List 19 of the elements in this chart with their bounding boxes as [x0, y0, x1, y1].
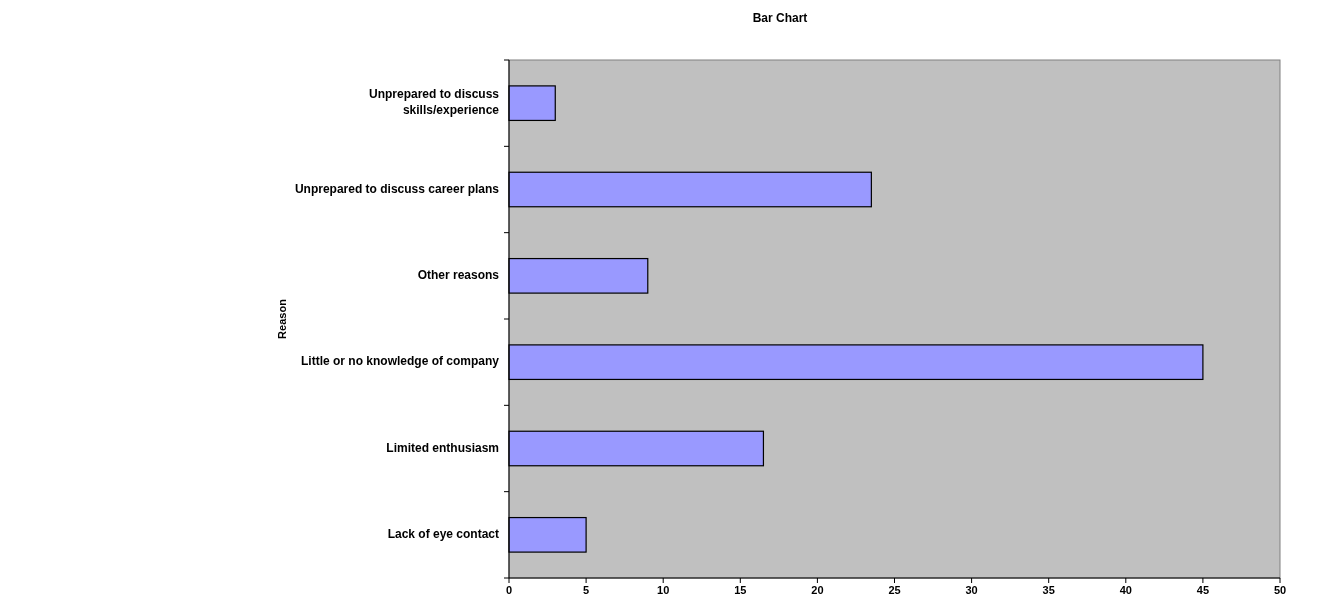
y-tick-label: Unprepared to discuss career plans [294, 181, 500, 196]
x-tick-label: 30 [965, 584, 978, 596]
x-tick-label: 45 [1196, 584, 1210, 596]
x-tick-label: 15 [734, 584, 747, 596]
x-tick-label: 50 [1273, 584, 1287, 596]
x-tick-label: 35 [1042, 584, 1055, 596]
x-tick-label: 20 [811, 584, 824, 596]
y-tick-label: Lack of eye contact [387, 527, 499, 542]
x-tick-label: 5 [583, 584, 590, 596]
chart-title: Bar Chart [752, 11, 808, 25]
y-tick-label: Limited enthusiasm [386, 440, 499, 455]
y-tick-label: Unprepared to discuss skills/experience [368, 87, 500, 118]
x-tick-label: 10 [657, 584, 670, 596]
y-tick-label: Other reasons [417, 268, 500, 283]
y-axis-title: Reason [276, 298, 288, 339]
x-tick-label: 40 [1119, 584, 1132, 596]
y-tick-label: Little or no knowledge of company [300, 354, 500, 369]
x-tick-label: 25 [888, 584, 901, 596]
x-tick-label: 0 [505, 584, 513, 596]
